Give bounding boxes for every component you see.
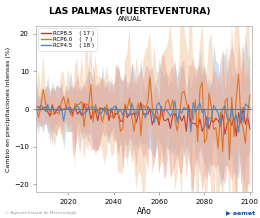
Text: ▶ aemet: ▶ aemet [226, 210, 255, 215]
Y-axis label: Cambio en precipitaciones intensas (%): Cambio en precipitaciones intensas (%) [6, 46, 11, 172]
X-axis label: Año: Año [137, 207, 152, 216]
Legend: RCP8.5    ( 17 ), RCP6.0    (  7 ), RCP4.5    ( 18 ): RCP8.5 ( 17 ), RCP6.0 ( 7 ), RCP4.5 ( 18… [38, 28, 97, 51]
Text: LAS PALMAS (FUERTEVENTURA): LAS PALMAS (FUERTEVENTURA) [49, 7, 211, 15]
Text: © Agencia Estatal de Meteorología: © Agencia Estatal de Meteorología [5, 211, 77, 215]
Text: ANUAL: ANUAL [118, 16, 142, 22]
